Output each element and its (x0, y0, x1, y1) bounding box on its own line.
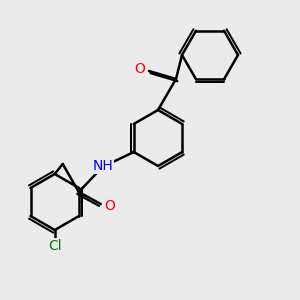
Text: O: O (135, 62, 146, 76)
Text: O: O (104, 199, 115, 213)
Text: Cl: Cl (48, 239, 61, 253)
Text: NH: NH (92, 159, 113, 173)
